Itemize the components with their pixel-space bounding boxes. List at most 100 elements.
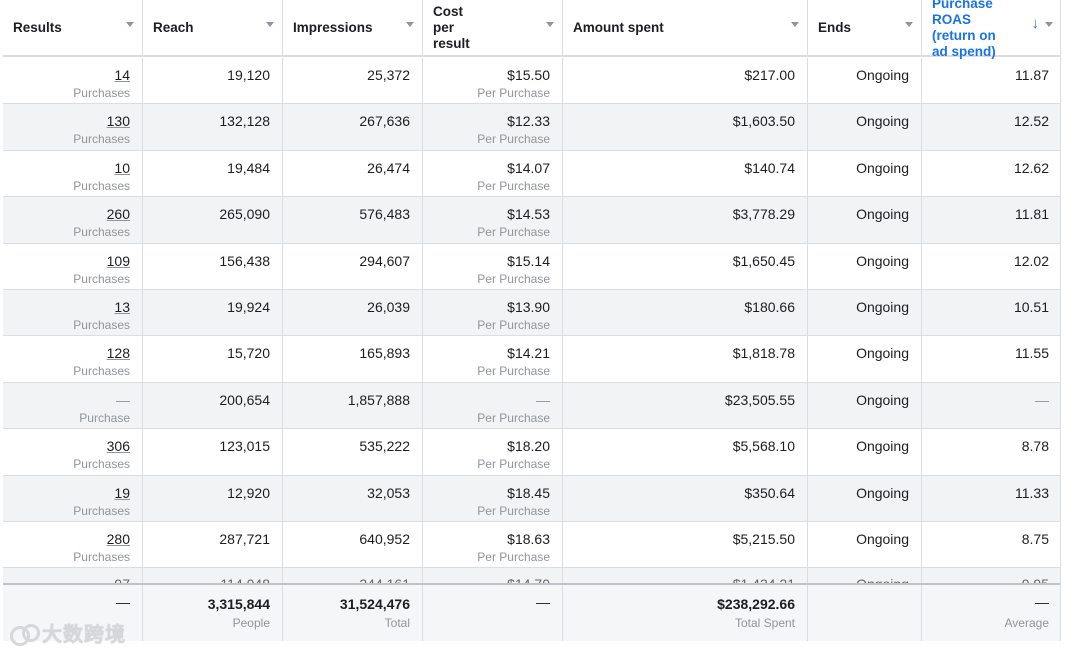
ends-value: Ongoing (856, 391, 909, 408)
ads-results-table: Results Reach Impressions Cost per resul… (3, 0, 1061, 641)
results-label: Purchases (73, 178, 130, 193)
reach-value: 12,920 (227, 484, 270, 501)
results-value[interactable]: 13 (114, 299, 130, 315)
roas-total: — (1035, 594, 1049, 610)
reach-value: 156,438 (219, 252, 270, 269)
column-header-cost-per-result[interactable]: Cost per result (423, 0, 563, 55)
watermark-text: 大数跨境 (42, 624, 126, 646)
results-value[interactable]: 109 (106, 252, 130, 269)
cost-label: Per Purchase (477, 86, 550, 100)
column-header-results[interactable]: Results (3, 0, 143, 55)
table-row[interactable]: 13 Purchases 19,924 26,039 $13.90 Per Purchas… (3, 290, 1060, 337)
column-header-reach[interactable]: Reach (143, 0, 283, 55)
reach-value: 19,120 (227, 67, 270, 83)
results-value[interactable]: — (116, 391, 130, 408)
roas-value: 11.81 (1015, 206, 1049, 223)
spent-value: $3,778.29 (732, 206, 795, 223)
spent-value: $23,505.55 (724, 391, 795, 408)
cost-value: $15.14 (507, 252, 550, 269)
chevron-down-icon[interactable] (546, 22, 554, 27)
cost-label: Per Purchase (477, 225, 550, 240)
impressions-value: 26,039 (367, 299, 410, 315)
impressions-value: 1,857,888 (347, 391, 410, 408)
spent-value: $1,818.78 (732, 345, 795, 362)
table-row-partial[interactable]: 97 114,048 244,161 $14.70 $1,424.21 Ongo… (3, 568, 1060, 584)
column-header-amount-spent[interactable]: Amount spent (563, 0, 808, 55)
impressions-value: 535,222 (359, 438, 410, 455)
table-row[interactable]: — Purchase 200,654 1,857,888 — Per Purchase $2… (3, 382, 1060, 430)
cost-label: Per Purchase (477, 178, 550, 193)
chevron-down-icon[interactable] (406, 22, 414, 27)
roas-value: 12.52 (1013, 113, 1049, 130)
results-value[interactable]: 10 (114, 159, 130, 176)
ends-value: Ongoing (856, 531, 909, 547)
table-row[interactable]: 306 Purchases 123,015 535,222 $18.20 Per Purc… (3, 429, 1060, 476)
table-row[interactable]: 10 Purchases 19,484 26,474 $14.07 Per Purchas… (3, 150, 1060, 198)
cost-value: $14.53 (507, 206, 550, 223)
arrow-down-icon[interactable]: ↓ (1031, 15, 1040, 32)
cost-label: Per Purchase (477, 503, 550, 518)
chevron-down-icon[interactable] (126, 22, 134, 27)
ends-value: Ongoing (856, 299, 909, 315)
impressions-value: 26,474 (367, 159, 410, 176)
results-value[interactable]: 97 (114, 576, 130, 584)
table-row[interactable]: 14 Purchases 19,120 25,372 $15.50 Per Purchas… (3, 58, 1060, 105)
results-value[interactable]: 14 (114, 67, 130, 83)
column-header-purchase-roas[interactable]: Purchase ROAS (return on ad spend) ↓ (922, 0, 1060, 59)
results-value[interactable]: 306 (106, 438, 130, 455)
spent-value: $350.64 (744, 484, 795, 501)
table-row[interactable]: 109 Purchases 156,438 294,607 $15.14 Per Purc… (3, 243, 1060, 290)
reach-value: 19,484 (227, 159, 270, 176)
table-totals-row: — 3,315,844 People 31,524,476 Total — $2… (3, 583, 1060, 641)
table-row[interactable]: 280 Purchases 287,721 640,952 $18.63 Per Purc… (3, 522, 1060, 569)
cost-label: Per Purchase (477, 457, 550, 472)
ends-value: Ongoing (856, 345, 909, 362)
cost-value: $15.50 (507, 67, 550, 83)
cost-label: Per Purchase (477, 318, 550, 332)
spent-value: $217.00 (744, 67, 795, 83)
table-row[interactable]: 260 Purchases 265,090 576,483 $14.53 Per Purc… (3, 197, 1060, 244)
table-row[interactable]: 128 Purchases 15,720 165,893 $14.21 Per Purch… (3, 336, 1060, 383)
roas-total-label: Average (1004, 616, 1049, 630)
cost-value: $14.07 (507, 159, 550, 176)
results-label: Purchases (73, 503, 130, 518)
impressions-total: 31,524,476 (339, 596, 410, 612)
impressions-value: 25,372 (367, 67, 410, 83)
roas-value: 12.02 (1013, 252, 1049, 269)
ends-value: Ongoing (856, 438, 909, 455)
cost-value: $12.33 (507, 113, 550, 130)
column-header-label: Results (13, 19, 62, 35)
column-header-label: Ends (818, 19, 852, 35)
results-value[interactable]: 280 (106, 531, 130, 547)
spent-total: $238,292.66 (717, 596, 795, 612)
spent-value: $5,215.50 (732, 531, 795, 547)
results-value[interactable]: 130 (106, 113, 130, 130)
roas-value: 11.87 (1015, 67, 1049, 83)
reach-value: 114,048 (220, 576, 270, 584)
ends-value: Ongoing (856, 67, 909, 83)
roas-value: 8.78 (1021, 438, 1049, 455)
table-row[interactable]: 19 Purchases 12,920 32,053 $18.45 Per Purchas… (3, 475, 1060, 522)
impressions-value: 165,893 (359, 345, 410, 362)
cost-label: Per Purchase (477, 550, 550, 564)
cost-label: Per Purchase (477, 132, 550, 147)
ends-value: Ongoing (856, 206, 909, 223)
roas-value: 10.51 (1013, 299, 1049, 315)
results-label: Purchases (73, 86, 130, 100)
results-value[interactable]: 19 (114, 484, 130, 501)
roas-value: 11.33 (1015, 484, 1049, 501)
results-value[interactable]: 128 (106, 345, 130, 362)
column-header-impressions[interactable]: Impressions (283, 0, 423, 55)
reach-total-label: People (232, 616, 270, 630)
results-label: Purchases (73, 457, 130, 472)
reach-value: 200,654 (219, 391, 270, 408)
column-header-ends[interactable]: Ends (808, 0, 922, 55)
chevron-down-icon[interactable] (1045, 22, 1053, 27)
chevron-down-icon[interactable] (791, 22, 799, 27)
results-value[interactable]: 260 (106, 206, 130, 223)
chevron-down-icon[interactable] (905, 22, 913, 27)
chevron-down-icon[interactable] (266, 22, 274, 27)
cost-value: $14.70 (507, 576, 550, 584)
table-row[interactable]: 130 Purchases 132,128 267,636 $12.33 Per Purc… (3, 104, 1060, 151)
cost-label: Per Purchase (477, 271, 550, 286)
